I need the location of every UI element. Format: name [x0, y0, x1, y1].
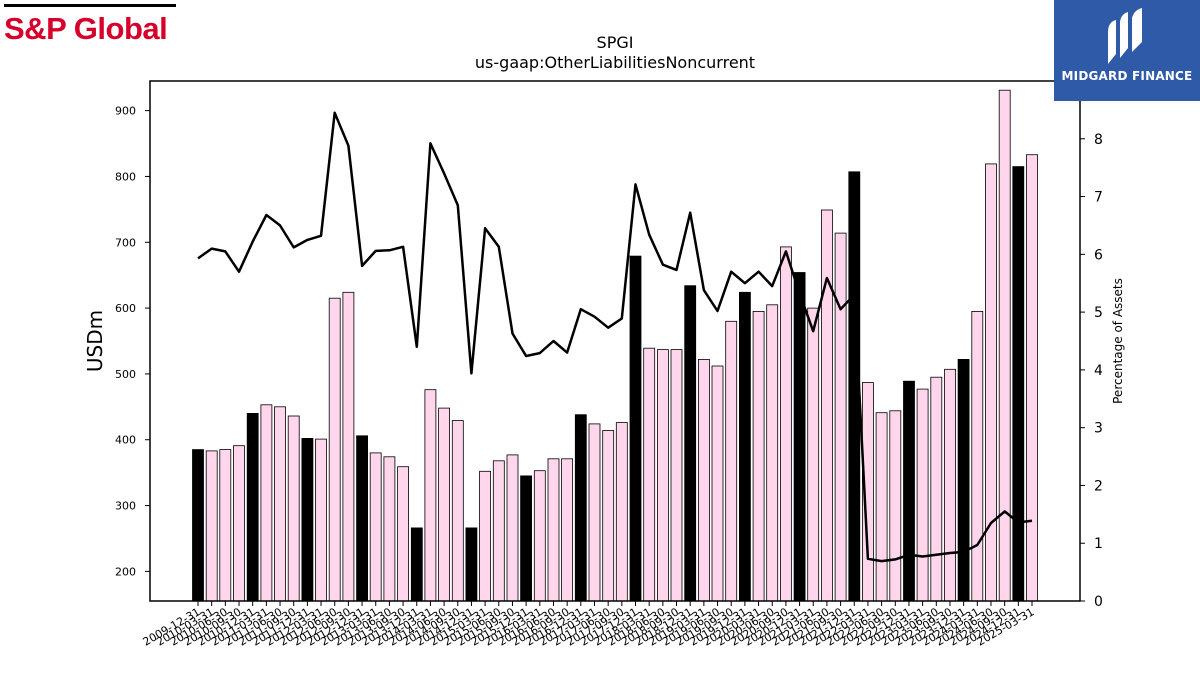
bar-2018-06-30 — [657, 349, 669, 602]
bar-2020-12-31 — [793, 272, 806, 602]
percentage-line — [197, 111, 1033, 563]
bar-2020-03-31 — [752, 310, 765, 602]
y2-tick-label-4: 4 — [1094, 363, 1103, 379]
bar-2021-09-30 — [834, 232, 847, 602]
y-tick-label-600: 600 — [115, 302, 136, 315]
bar-2017-06-30 — [602, 430, 615, 602]
bar-2024-03-31 — [971, 310, 984, 602]
bar-2015-09-30 — [506, 454, 519, 602]
bar-layer — [192, 89, 1038, 602]
bar-2015-06-30 — [492, 460, 505, 602]
bar-2013-12-31 — [410, 527, 423, 602]
bar-2016-03-31 — [533, 470, 546, 602]
y-tick-label-500: 500 — [115, 368, 136, 381]
bar-2024-12-31 — [1012, 166, 1025, 602]
y-tick-label-300: 300 — [115, 500, 136, 513]
bar-2016-09-30 — [561, 458, 573, 602]
bar-2012-09-30 — [342, 291, 355, 602]
bar-2011-12-31 — [301, 437, 314, 602]
x-axis: 2009-12-312010-03-312010-06-302010-09-30… — [141, 601, 1037, 649]
bar-2013-06-30 — [383, 456, 396, 602]
bar-2017-12-31 — [629, 255, 642, 602]
y2-tick-label-6: 6 — [1094, 247, 1103, 263]
bar-2012-03-31 — [315, 438, 327, 602]
bar-2022-09-30 — [889, 410, 902, 602]
bar-2020-09-30 — [780, 246, 792, 602]
y-axis-label: USDm — [83, 310, 107, 372]
y-tick-label-400: 400 — [115, 434, 136, 447]
y2-tick-label-8: 8 — [1094, 132, 1103, 148]
bar-2016-06-30 — [547, 458, 560, 602]
midgard-finance-wordmark: MIDGARD FINANCE — [1061, 69, 1193, 83]
bar-2025-03-31 — [1026, 154, 1038, 602]
left-axis: 200 300 400 500 600 700 800 900 — [115, 105, 150, 578]
bar-2012-06-30 — [328, 297, 341, 602]
plot-frame — [149, 80, 1081, 602]
bar-2009-12-31 — [192, 449, 204, 602]
bar-2024-06-30 — [985, 163, 997, 602]
bar-2016-12-31 — [574, 414, 587, 602]
y2-tick-label-5: 5 — [1094, 305, 1103, 321]
bar-2015-12-31 — [520, 475, 532, 602]
bar-2013-09-30 — [397, 466, 410, 602]
bar-2014-06-30 — [438, 407, 451, 602]
bar-2018-03-31 — [643, 347, 656, 602]
bar-2023-12-31 — [957, 358, 970, 602]
bar-2010-12-31 — [246, 412, 259, 602]
chart-title: SPGI — [597, 33, 634, 52]
right-axis: 0 1 2 3 4 5 6 7 8 — [1080, 132, 1103, 610]
bar-2010-03-31 — [205, 450, 218, 602]
bar-2014-09-30 — [451, 420, 464, 602]
y2-tick-label-7: 7 — [1094, 190, 1103, 206]
bar-2012-12-31 — [356, 435, 369, 602]
bar-2013-03-31 — [369, 452, 382, 602]
y2-tick-label-0: 0 — [1094, 594, 1103, 610]
bar-2011-09-30 — [287, 415, 300, 602]
bar-2023-09-30 — [944, 368, 956, 602]
bar-2023-06-30 — [930, 376, 943, 602]
midgard-finance-badge: MIDGARD FINANCE — [1054, 0, 1200, 101]
logo-rule — [4, 4, 176, 7]
bar-2010-06-30 — [219, 449, 232, 602]
bar-2021-06-30 — [821, 209, 833, 602]
sp-global-logo: S&P Global — [4, 4, 176, 44]
bar-2019-12-31 — [739, 291, 751, 602]
bar-2017-03-31 — [588, 423, 601, 602]
y-tick-label-900: 900 — [115, 105, 136, 118]
line-layer — [197, 111, 1033, 563]
y2-axis-label: Percentage of Assets — [1111, 278, 1125, 404]
bar-2011-03-31 — [260, 404, 273, 602]
chart-subtitle: us-gaap:OtherLiabilitiesNoncurrent — [475, 53, 755, 72]
bar-2018-12-31 — [684, 285, 697, 602]
y-tick-label-200: 200 — [115, 565, 136, 578]
bar-2021-03-31 — [807, 307, 820, 602]
y2-tick-label-2: 2 — [1094, 478, 1103, 494]
sp-global-wordmark: S&P Global — [4, 11, 168, 46]
bar-2022-12-31 — [903, 380, 915, 602]
midgard-m-icon — [1108, 8, 1142, 64]
bar-2024-09-30 — [998, 89, 1011, 602]
bar-2022-06-30 — [875, 412, 888, 602]
bar-2010-09-30 — [233, 445, 245, 602]
bar-2015-03-31 — [479, 470, 492, 602]
bar-2020-06-30 — [766, 304, 779, 602]
bar-2019-09-30 — [725, 320, 738, 602]
bar-2023-03-31 — [916, 388, 929, 602]
bar-2011-06-30 — [274, 406, 286, 602]
bar-2018-09-30 — [670, 349, 683, 602]
bar-2014-03-31 — [424, 389, 437, 602]
y-tick-label-700: 700 — [115, 236, 136, 249]
y2-tick-label-1: 1 — [1094, 536, 1103, 552]
y2-tick-label-3: 3 — [1094, 421, 1103, 437]
bar-2019-06-30 — [711, 365, 724, 602]
bar-2019-03-31 — [698, 358, 710, 602]
bar-2017-09-30 — [615, 422, 628, 602]
y-tick-label-800: 800 — [115, 170, 136, 183]
bar-2014-12-31 — [465, 527, 478, 602]
